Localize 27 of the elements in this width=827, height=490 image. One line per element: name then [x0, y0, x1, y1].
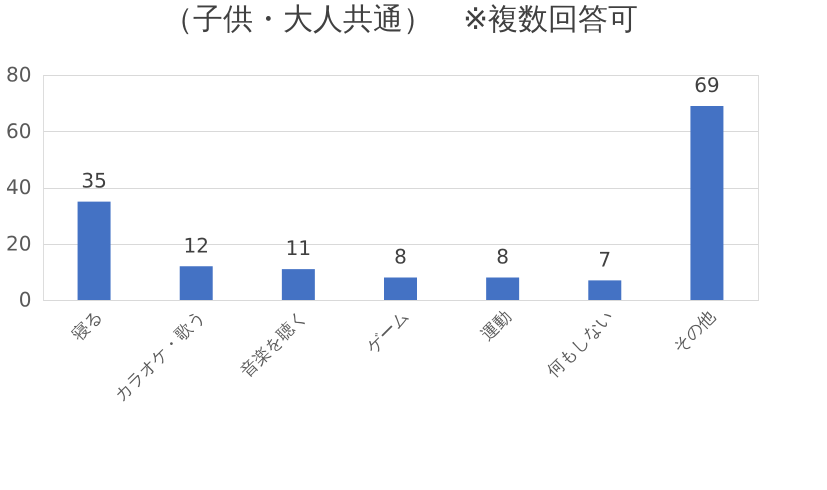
- bar: [180, 266, 213, 300]
- data-label: 69: [694, 72, 720, 97]
- y-tick-label: 60: [6, 118, 32, 143]
- y-tick-label: 40: [6, 175, 32, 199]
- data-label: 7: [598, 247, 612, 272]
- x-tick-label: 何もしない: [543, 307, 618, 382]
- data-label: 8: [394, 244, 407, 268]
- bar: [690, 106, 724, 300]
- x-tick-label: その他: [669, 307, 720, 358]
- x-tick-label: 音楽を聴く: [236, 307, 312, 382]
- bar: [78, 202, 111, 300]
- y-tick-label: 80: [6, 62, 32, 86]
- chart-title: （子供・大人共通） ※複数回答可: [162, 2, 638, 37]
- x-tick-label: ゲーム: [363, 307, 414, 358]
- y-tick-label: 0: [18, 288, 32, 312]
- bar: [588, 280, 622, 300]
- x-tick-label: 運動: [477, 307, 516, 346]
- data-label: 35: [81, 168, 107, 193]
- x-tick-label: カラオケ・歌う: [110, 307, 209, 406]
- bar: [384, 278, 417, 300]
- x-tick-label: 寝る: [68, 307, 107, 346]
- bar: [282, 269, 315, 300]
- data-label: 12: [183, 233, 209, 258]
- y-tick-label: 20: [6, 231, 32, 256]
- data-label: 11: [286, 236, 312, 260]
- data-label: 8: [496, 244, 510, 268]
- bar: [486, 278, 520, 300]
